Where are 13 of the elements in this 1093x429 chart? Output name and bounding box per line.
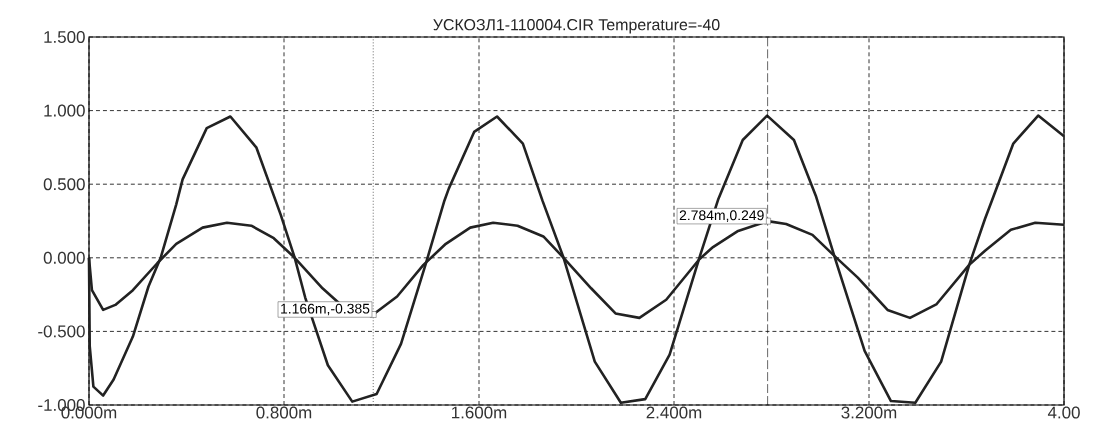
y-tick-label: 1.000 [44,104,85,117]
x-tick-label: 2.400m [646,406,702,419]
annotation: 1.166m,-0.385 [281,303,370,316]
y-tick-label: 0.000 [43,251,85,264]
y-tick-label: 1.500 [44,31,85,43]
x-tick-label: 3.200m [841,406,897,419]
y-tick-label: -0.500 [38,325,85,338]
annotation: 2.784m,0.249 [679,210,764,222]
chart-title: УСКОЗЛ1-110004.CIR Temperature=-40 [433,19,720,34]
y-tick-label: 0.500 [43,178,85,191]
x-tick-label: 1.600m [452,406,507,419]
x-tick-label: 4.00 [1047,406,1080,419]
x-tick-label: 0.800m [256,406,312,419]
